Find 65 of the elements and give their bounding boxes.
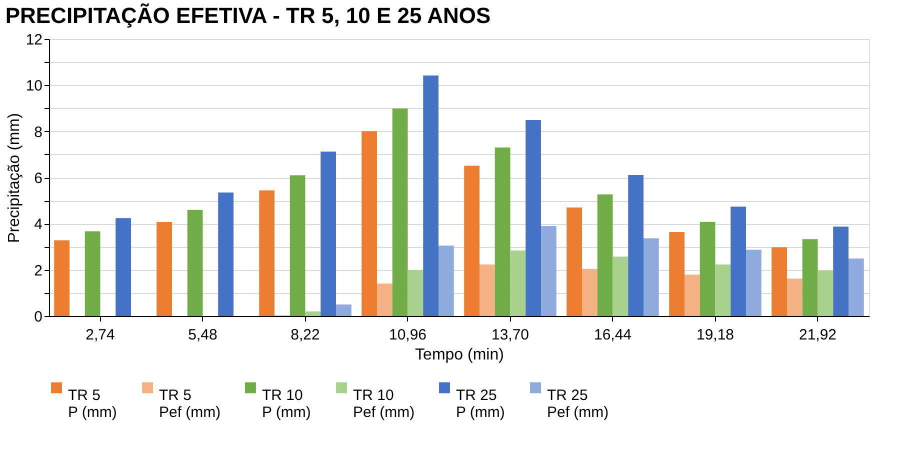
bar xyxy=(802,239,818,316)
bar xyxy=(700,222,716,316)
bar xyxy=(480,264,495,316)
y-tick-label: 0 xyxy=(34,308,42,326)
bar xyxy=(644,238,659,316)
bar xyxy=(54,240,70,316)
bar xyxy=(464,166,480,316)
bar xyxy=(730,206,746,316)
y-tick-label: 8 xyxy=(34,124,42,141)
y-axis-title: Precipitação (mm) xyxy=(6,113,23,243)
bar xyxy=(582,268,598,316)
bar xyxy=(290,175,306,316)
x-tick-label: 16,44 xyxy=(594,326,632,344)
bar xyxy=(392,108,408,316)
bar xyxy=(597,194,613,316)
bar xyxy=(684,274,700,316)
y-tick-label: 4 xyxy=(34,216,42,234)
bar xyxy=(377,284,392,316)
bar xyxy=(438,246,454,316)
bar xyxy=(116,218,131,316)
bar xyxy=(746,250,762,316)
bar xyxy=(84,231,100,316)
bar xyxy=(156,222,172,316)
x-tick-label: 21,92 xyxy=(798,326,837,344)
bar xyxy=(259,190,274,316)
bar xyxy=(336,304,352,316)
legend-label: TR 5 Pef (mm) xyxy=(159,386,221,421)
bar xyxy=(494,147,510,316)
x-tick-label: 2,74 xyxy=(86,326,115,344)
chart-title: PRECIPITAÇÃO EFETIVA - TR 5, 10 E 25 ANOS xyxy=(5,3,491,28)
x-tick-label: 5,48 xyxy=(188,326,218,344)
bar xyxy=(305,311,321,316)
bar xyxy=(541,226,556,316)
bar xyxy=(669,232,684,316)
bar xyxy=(628,174,644,316)
legend-label: TR 10 P (mm) xyxy=(262,386,311,421)
bar xyxy=(612,256,628,316)
bar xyxy=(772,247,787,316)
bar xyxy=(818,270,834,316)
legend-label: TR 10 Pef (mm) xyxy=(353,386,415,421)
bar xyxy=(510,250,526,316)
bar xyxy=(715,264,731,316)
y-tick-label: 6 xyxy=(34,170,42,187)
bar xyxy=(833,226,848,316)
x-tick-label: 13,70 xyxy=(491,326,530,344)
legend-label: TR 25 P (mm) xyxy=(456,386,505,421)
y-tick-label: 10 xyxy=(26,78,42,95)
y-tick-label: 12 xyxy=(26,32,42,48)
bar xyxy=(566,208,582,316)
x-tick-label: 8,22 xyxy=(290,326,320,344)
bar xyxy=(218,192,234,316)
bar xyxy=(423,75,438,316)
legend-label: TR 5 P (mm) xyxy=(68,386,117,421)
bar xyxy=(187,210,203,316)
bar xyxy=(526,120,541,316)
x-tick-label: 19,18 xyxy=(696,326,734,344)
bar xyxy=(320,152,336,316)
bar xyxy=(787,278,802,316)
bar xyxy=(408,270,424,316)
bar xyxy=(362,131,377,316)
x-axis-title: Tempo (min) xyxy=(415,346,504,364)
x-tick-label: 10,96 xyxy=(388,326,427,344)
legend-label: TR 25 Pef (mm) xyxy=(547,386,609,421)
bar xyxy=(848,258,864,316)
y-tick-label: 2 xyxy=(34,262,42,280)
